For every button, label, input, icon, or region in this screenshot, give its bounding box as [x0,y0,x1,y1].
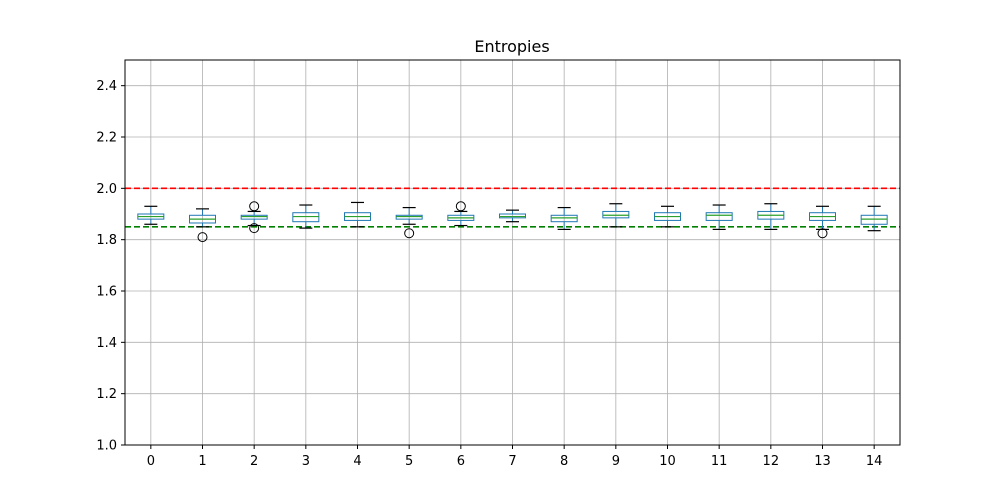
boxes [137,201,888,243]
x-tick-label: 10 [659,454,676,469]
x-tick-label: 0 [147,454,155,469]
axes: 1.01.21.41.61.82.02.22.40 1 2 3 4 5 6 7 8 9 10 11 12… [96,59,901,469]
x-tick-label: 8 [560,454,568,469]
box-group-10 [654,205,681,228]
x-tick-label: 13 [814,454,831,469]
y-tick-label: 1.2 [96,387,117,402]
y-tick-label: 2.2 [96,131,117,146]
x-tick-label: 7 [508,454,516,469]
outlier-point [455,201,466,212]
x-tick-label: 11 [711,454,728,469]
box-group-12 [757,203,785,230]
box-group-7 [499,209,526,223]
x-tick-label: 6 [457,454,465,469]
box-group-8 [550,206,578,230]
box-group-11 [705,204,733,230]
box [395,214,423,220]
x-tick-label: 9 [612,454,620,469]
y-tick-label: 1.4 [96,336,117,351]
box-group-5 [395,206,423,239]
box [602,210,630,219]
box [292,212,320,223]
x-tick-label: 4 [353,454,361,469]
reference-lines [125,187,900,228]
y-tick-label: 2.0 [96,182,117,197]
outlier-point [197,232,208,243]
y-tick-label: 2.4 [96,79,117,94]
y-tick-label: 1.0 [96,439,117,454]
outlier-point [404,228,415,239]
x-tick-label: 3 [302,454,310,469]
box-group-9 [602,203,630,228]
box-group-1 [189,208,216,243]
box [550,214,578,223]
box [499,213,526,219]
box-group-13 [809,205,836,239]
box-group-2 [240,201,268,234]
box-group-6 [447,201,475,227]
x-tick-label: 14 [866,454,883,469]
x-tick-label: 5 [405,454,413,469]
box-group-3 [292,204,320,229]
outlier-point [249,223,260,234]
box [860,214,888,225]
x-tick-label: 1 [198,454,206,469]
y-tick-label: 1.8 [96,233,117,248]
box-group-14 [860,205,888,232]
box-group-0 [137,205,165,225]
box-group-4 [344,201,371,228]
x-tick-label: 2 [250,454,258,469]
outlier-point [817,228,828,239]
chart-title: Entropies [474,37,549,56]
outlier-point [249,201,260,212]
box [705,212,733,221]
box [240,214,268,220]
x-tick-label: 12 [763,454,780,469]
y-tick-label: 1.6 [96,285,117,300]
